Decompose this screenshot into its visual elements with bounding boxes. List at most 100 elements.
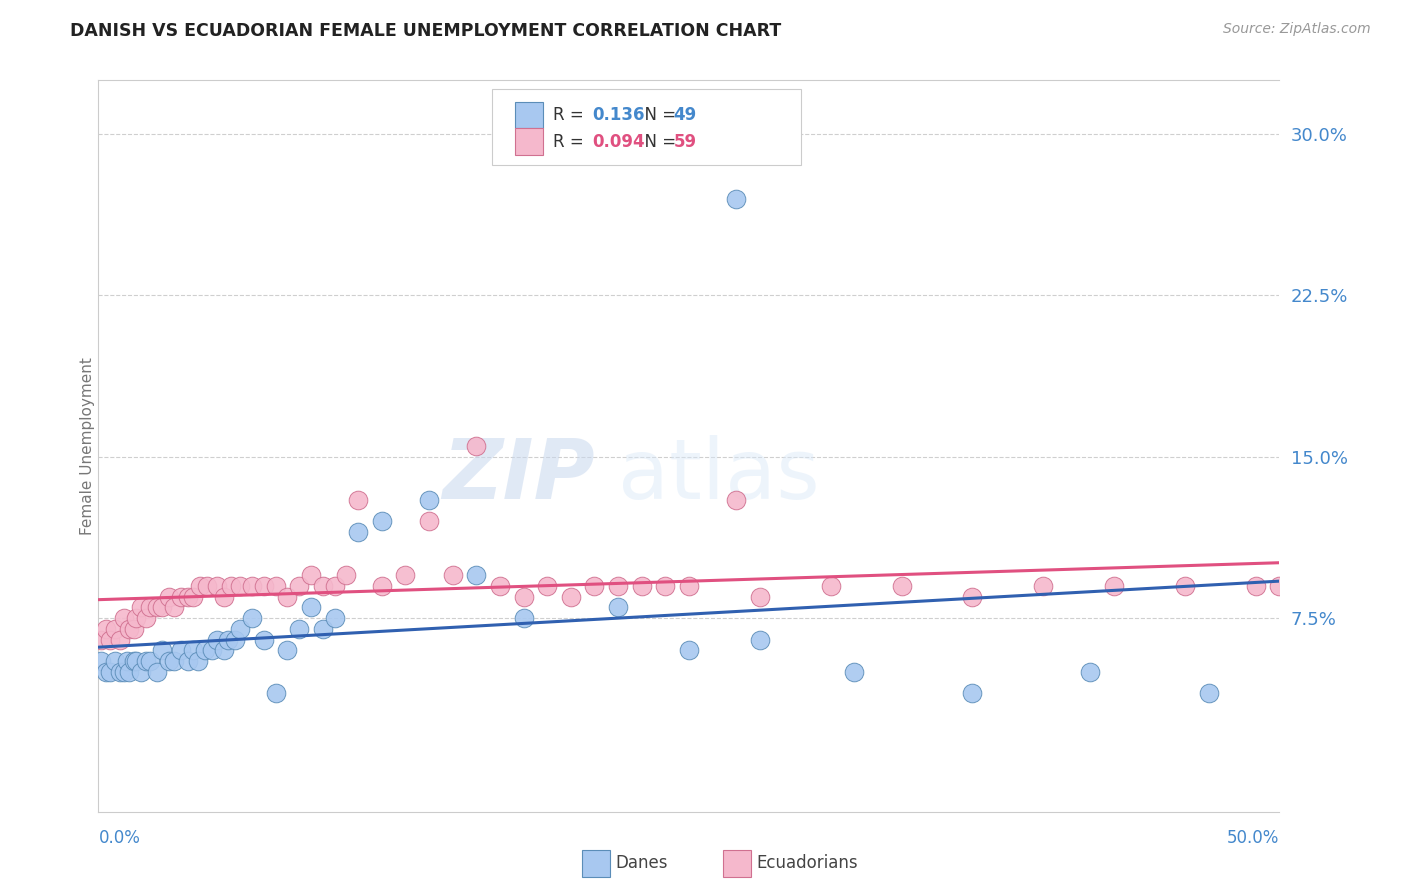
Point bbox=[240, 579, 263, 593]
Point bbox=[163, 654, 186, 668]
Point bbox=[288, 622, 311, 636]
Point bbox=[607, 600, 630, 615]
Point bbox=[170, 590, 193, 604]
Point bbox=[253, 579, 276, 593]
Point bbox=[371, 579, 394, 593]
Point bbox=[177, 590, 200, 604]
Point bbox=[890, 579, 912, 593]
Point bbox=[177, 654, 200, 668]
Point bbox=[299, 600, 322, 615]
Point bbox=[465, 439, 488, 453]
Text: Ecuadorians: Ecuadorians bbox=[756, 855, 858, 872]
Point bbox=[157, 590, 180, 604]
Point bbox=[108, 665, 131, 679]
Point bbox=[264, 579, 287, 593]
Point bbox=[371, 514, 394, 528]
Point bbox=[1080, 665, 1102, 679]
Point bbox=[253, 632, 276, 647]
Point bbox=[264, 686, 287, 700]
Point bbox=[146, 600, 169, 615]
Text: Danes: Danes bbox=[616, 855, 668, 872]
Point bbox=[224, 632, 246, 647]
Point bbox=[94, 665, 117, 679]
Point bbox=[205, 632, 228, 647]
Text: R =: R = bbox=[553, 133, 589, 151]
Point bbox=[125, 654, 148, 668]
Point bbox=[512, 590, 534, 604]
Point bbox=[150, 600, 173, 615]
Point bbox=[212, 590, 235, 604]
Point bbox=[394, 568, 416, 582]
Point bbox=[299, 568, 322, 582]
Point bbox=[654, 579, 676, 593]
Point bbox=[201, 643, 224, 657]
Point bbox=[607, 579, 630, 593]
Point bbox=[104, 654, 127, 668]
Point bbox=[630, 579, 652, 593]
Point bbox=[118, 622, 141, 636]
Text: 0.094: 0.094 bbox=[592, 133, 644, 151]
Point bbox=[118, 665, 141, 679]
Point bbox=[150, 643, 173, 657]
Text: ZIP: ZIP bbox=[441, 434, 595, 516]
Point bbox=[188, 579, 211, 593]
Point bbox=[139, 654, 162, 668]
Point bbox=[418, 492, 440, 507]
Point bbox=[288, 579, 311, 593]
Point bbox=[194, 643, 217, 657]
Point bbox=[129, 600, 152, 615]
Point bbox=[98, 632, 121, 647]
Point bbox=[276, 643, 298, 657]
Point bbox=[678, 643, 700, 657]
Point bbox=[748, 590, 770, 604]
Point bbox=[312, 579, 335, 593]
Text: R =: R = bbox=[553, 106, 589, 124]
Point bbox=[725, 192, 748, 206]
Point bbox=[195, 579, 218, 593]
Point bbox=[217, 632, 239, 647]
Point bbox=[583, 579, 606, 593]
Text: 50.0%: 50.0% bbox=[1227, 829, 1279, 847]
Point bbox=[512, 611, 534, 625]
Point bbox=[125, 611, 148, 625]
Point bbox=[323, 579, 346, 593]
Point bbox=[560, 590, 582, 604]
Point bbox=[212, 643, 235, 657]
Point bbox=[181, 643, 204, 657]
Text: 49: 49 bbox=[673, 106, 697, 124]
Point bbox=[135, 611, 157, 625]
Point bbox=[240, 611, 263, 625]
Point bbox=[312, 622, 335, 636]
Point bbox=[129, 665, 152, 679]
Text: Source: ZipAtlas.com: Source: ZipAtlas.com bbox=[1223, 22, 1371, 37]
Text: 59: 59 bbox=[673, 133, 696, 151]
Point bbox=[98, 665, 121, 679]
Point bbox=[135, 654, 157, 668]
Point bbox=[229, 579, 252, 593]
Point bbox=[122, 622, 145, 636]
Text: N =: N = bbox=[634, 133, 682, 151]
Point bbox=[725, 492, 748, 507]
Point bbox=[122, 654, 145, 668]
Point bbox=[139, 600, 162, 615]
Text: atlas: atlas bbox=[619, 434, 820, 516]
Point bbox=[820, 579, 842, 593]
Point bbox=[489, 579, 512, 593]
Point bbox=[163, 600, 186, 615]
Point bbox=[157, 654, 180, 668]
Point bbox=[323, 611, 346, 625]
Point bbox=[962, 686, 984, 700]
Point bbox=[536, 579, 558, 593]
Point bbox=[205, 579, 228, 593]
Point bbox=[418, 514, 440, 528]
Point bbox=[1198, 686, 1220, 700]
Point bbox=[1102, 579, 1125, 593]
Point bbox=[115, 654, 138, 668]
Point bbox=[187, 654, 209, 668]
Point bbox=[104, 622, 127, 636]
Point bbox=[94, 622, 117, 636]
Point bbox=[1244, 579, 1267, 593]
Y-axis label: Female Unemployment: Female Unemployment bbox=[80, 357, 94, 535]
Point bbox=[347, 492, 370, 507]
Point bbox=[748, 632, 770, 647]
